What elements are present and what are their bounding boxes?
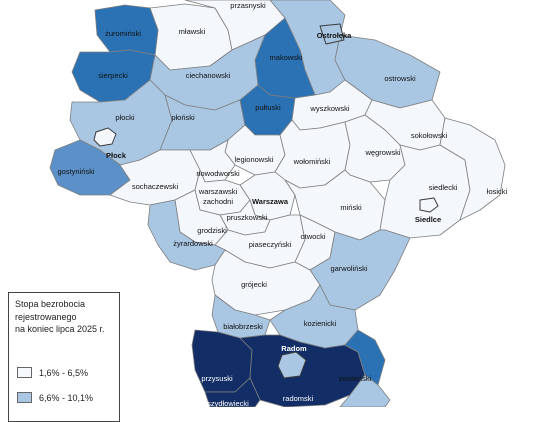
- label-wyszkowski: wyszkowski: [309, 104, 350, 113]
- label-zwolenski: zwoleński: [339, 374, 372, 383]
- label-radomski: radomski: [283, 394, 314, 403]
- label-bialobrzeski: białobrzeski: [223, 322, 263, 331]
- label-zachodni: zachodni: [203, 197, 233, 206]
- label-wegrowski: węgrowski: [364, 148, 400, 157]
- label-piaseczynski: piaseczyński: [249, 240, 292, 249]
- map-legend: Stopa bezrobocia rejestrowanego na konie…: [8, 292, 120, 422]
- label-otwocki: otwocki: [300, 232, 325, 241]
- label-mlawski: mławski: [179, 27, 206, 36]
- label-pruszkowski: pruszkowski: [227, 213, 268, 222]
- legend-item: 6,6% - 10,1%: [17, 392, 93, 403]
- label-sochaczewski: sochaczewski: [132, 182, 179, 191]
- city-siedlce: [419, 197, 439, 213]
- mazowieckie-unemployment-map: żuromiński mławski przasnyski Ostrołęka …: [49, 0, 508, 407]
- city-radom: [277, 351, 307, 379]
- label-wolominski: wołomiński: [293, 157, 331, 166]
- label-zurominski: żuromiński: [105, 29, 141, 38]
- county-szydlowiecki: [204, 377, 261, 407]
- county-zwolenski: [344, 329, 386, 386]
- label-makowski: makowski: [270, 53, 303, 62]
- city-ostroleka: [319, 23, 345, 45]
- label-grojecki: grójecki: [241, 280, 267, 289]
- label-przysuski: przysuski: [201, 374, 233, 383]
- legend-title-line-3: na koniec lipca 2025 r.: [15, 324, 105, 334]
- label-siedlce: Siedlce: [415, 215, 441, 224]
- label-warszawski: warszawski: [198, 187, 238, 196]
- legend-swatch: [17, 392, 32, 403]
- label-ostrowski: ostrowski: [384, 74, 416, 83]
- legend-label: 6,6% - 10,1%: [39, 392, 94, 403]
- label-pultuski: pułtuski: [255, 103, 281, 112]
- county-losicki: [439, 117, 506, 221]
- legend-label: 1,6% - 6,5%: [39, 367, 89, 378]
- label-warszawa: Warszawa: [252, 197, 289, 206]
- label-plock: Płock: [106, 151, 127, 160]
- label-przasnyski: przasnyski: [230, 1, 266, 10]
- label-plonski: płoński: [171, 113, 195, 122]
- label-zyrardowski: żyrardowski: [173, 239, 213, 248]
- label-sierpecki: sierpecki: [98, 71, 128, 80]
- label-garwolinski: garwoliński: [330, 264, 367, 273]
- legend-title-line-2: rejestrowanego: [15, 311, 77, 322]
- legend-swatch: [17, 367, 32, 378]
- label-nowodworski: nowodworski: [196, 169, 240, 178]
- label-ostroleka: Ostrołęka: [317, 31, 352, 40]
- label-szydlowiecki: szydłowiecki: [207, 399, 249, 407]
- label-minski: miński: [340, 203, 362, 212]
- city-plock: [93, 127, 117, 147]
- label-ciechanowski: ciechanowski: [186, 71, 231, 80]
- label-radom: Radom: [281, 344, 307, 353]
- label-sokolowski: sokołowski: [411, 131, 448, 140]
- legend-item: 1,6% - 6,5%: [17, 367, 88, 378]
- label-plocki: płocki: [115, 113, 135, 122]
- legend-title-line-1: Stopa bezrobocia: [15, 299, 86, 309]
- label-grodziski: grodziski: [197, 226, 227, 235]
- label-gostyninski: gostyniński: [57, 167, 94, 176]
- county-lipski: [339, 374, 391, 407]
- label-kozienicki: kozienicki: [304, 319, 337, 328]
- label-legionowski: legionowski: [235, 155, 274, 164]
- label-siedlecki: siedlecki: [429, 183, 458, 192]
- label-losicki: łosicki: [487, 187, 508, 196]
